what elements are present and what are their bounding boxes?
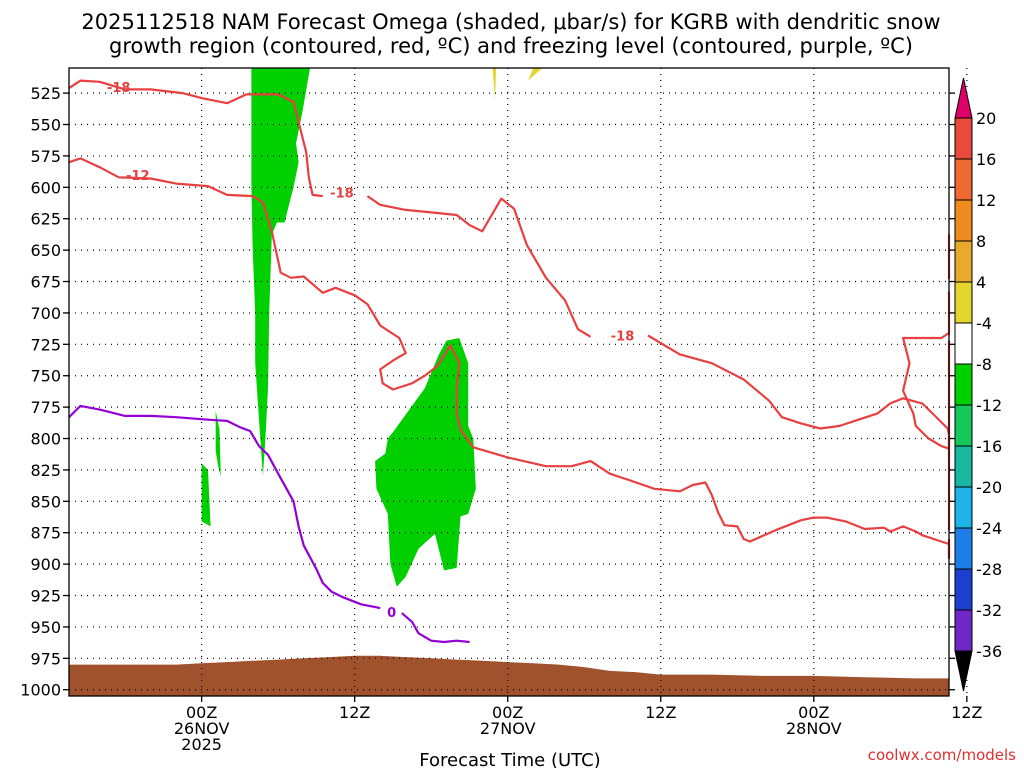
- colorbar-segment: [954, 117, 973, 160]
- x-tick-label: 12Z: [951, 703, 982, 722]
- colorbar-label: 4: [976, 273, 986, 292]
- colorbar-segment: [954, 486, 973, 529]
- colorbar-segment: [954, 240, 973, 283]
- colorbar-segment: [954, 281, 973, 324]
- time-axis: 00Z26NOV202512Z00Z27NOV12Z00Z28NOV12Z00Z…: [174, 696, 983, 754]
- colorbar-label: -32: [976, 601, 1002, 620]
- colorbar-segment: [954, 609, 973, 652]
- x-tick-label: 00Z: [798, 703, 829, 722]
- y-tick-label: 625: [30, 210, 61, 229]
- y-tick-label: 750: [30, 367, 61, 386]
- plot-frame: [68, 67, 950, 697]
- y-tick-label: 925: [30, 587, 61, 606]
- colorbar-segment: [954, 527, 973, 570]
- y-tick-label: 950: [30, 618, 61, 637]
- terrain-fill: [69, 655, 949, 696]
- y-tick-label: 825: [30, 461, 61, 480]
- y-tick-label: 575: [30, 147, 61, 166]
- x-tick-label: 00Z: [186, 703, 217, 722]
- contour-line-4: [68, 157, 951, 560]
- contour-line-0: [68, 79, 323, 198]
- omega-shade-region-1: [215, 410, 221, 477]
- colorbar-label: 20: [976, 109, 996, 128]
- colorbar-label: -16: [976, 437, 1002, 456]
- y-tick-label: 875: [30, 524, 61, 543]
- y-tick-label: 600: [30, 178, 61, 197]
- pressure-axis: 525 550 575 600 625 650 675 700 725 750 775 800 825 8…: [20, 84, 955, 700]
- omega-shading-layer: [201, 68, 543, 587]
- colorbar-label: 8: [976, 232, 986, 251]
- colorbar-label: 16: [976, 150, 996, 169]
- y-tick-label: 850: [30, 492, 61, 511]
- chart-title-line-1: 2025112518 NAM Forecast Omega (shaded, μ…: [81, 10, 940, 34]
- x-tick-label: 00Z: [492, 703, 523, 722]
- terrain-layer: [69, 655, 949, 696]
- colorbar-label: -12: [976, 396, 1002, 415]
- colorbar-label: -8: [976, 355, 992, 374]
- omega-colorbar: 20 16 12 8 4 -4 -8 -12 -16 -20 -24 -28 -32 -36: [954, 77, 1002, 692]
- y-tick-label: 900: [30, 555, 61, 574]
- x-tick-label: 12Z: [339, 703, 370, 722]
- colorbar-segment: [954, 158, 973, 201]
- contour-line-1: [366, 195, 592, 338]
- colorbar-segment: [954, 445, 973, 488]
- colorbar-label: -36: [976, 642, 1002, 661]
- y-tick-label: 550: [30, 116, 61, 135]
- x-tick-label: 12Z: [645, 703, 676, 722]
- y-tick-label: 725: [30, 335, 61, 354]
- omega-shade-region-2: [201, 463, 211, 527]
- colorbar-segment: [954, 199, 973, 242]
- contour-label-2: -18: [611, 330, 635, 345]
- omega-shade-region-3: [375, 338, 476, 587]
- y-tick-label: 525: [30, 84, 61, 103]
- contour-line-8: [68, 404, 381, 610]
- contour-label-1: -18: [330, 186, 354, 201]
- credit-text: coolwx.com/models: [868, 746, 1016, 764]
- x-tick-label: 26NOV: [174, 719, 230, 738]
- colorbar-segment: [954, 404, 973, 447]
- x-tick-label: 28NOV: [786, 719, 842, 738]
- omega-shade-region-0: [251, 68, 310, 477]
- y-tick-label: 975: [30, 649, 61, 668]
- colorbar-min-triangle: [954, 650, 973, 692]
- colorbar-segment: [954, 363, 973, 406]
- y-tick-label: 800: [30, 430, 61, 449]
- contour-label-4: -12: [126, 169, 150, 184]
- y-tick-label: 675: [30, 273, 61, 292]
- x-axis-label: Forecast Time (UTC): [419, 750, 600, 768]
- chart-title-line-2: growth region (contoured, red, ºC) and f…: [109, 34, 913, 58]
- contour-line-9: [401, 612, 470, 644]
- colorbar-segment: [954, 322, 973, 365]
- colorbar-label: -4: [976, 314, 992, 333]
- colorbar-label: -28: [976, 560, 1002, 579]
- x-tick-label: 2025: [181, 735, 222, 754]
- y-tick-label: 1000: [20, 681, 61, 700]
- y-tick-label: 650: [30, 241, 61, 260]
- contour-label-8: 0: [387, 606, 396, 621]
- y-tick-label: 700: [30, 304, 61, 323]
- omega-shade-region-5: [528, 68, 543, 81]
- colorbar-label: -24: [976, 519, 1002, 538]
- x-tick-label: 27NOV: [480, 719, 536, 738]
- colorbar-label: 12: [976, 191, 996, 210]
- y-tick-label: 775: [30, 398, 61, 417]
- colorbar-label: -20: [976, 478, 1002, 497]
- contour-label-0: -18: [107, 81, 131, 96]
- omega-shade-region-4: [492, 68, 497, 100]
- colorbar-segment: [954, 568, 973, 611]
